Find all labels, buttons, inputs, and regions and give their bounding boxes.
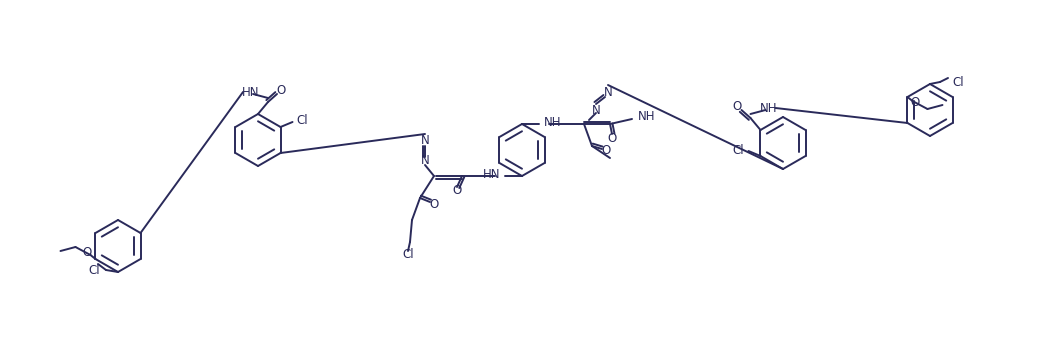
- Text: Cl: Cl: [296, 115, 308, 127]
- Text: HN: HN: [482, 168, 500, 180]
- Text: O: O: [277, 83, 286, 97]
- Text: Cl: Cl: [88, 263, 100, 276]
- Text: N: N: [592, 103, 600, 116]
- Text: N: N: [421, 134, 429, 146]
- Text: O: O: [429, 198, 438, 211]
- Text: N: N: [603, 86, 613, 98]
- Text: O: O: [452, 184, 461, 197]
- Text: Cl: Cl: [402, 247, 413, 261]
- Text: O: O: [608, 131, 617, 145]
- Text: O: O: [82, 247, 92, 260]
- Text: NH: NH: [638, 110, 656, 122]
- Text: N: N: [421, 155, 429, 168]
- Text: O: O: [601, 144, 611, 156]
- Text: O: O: [910, 97, 920, 110]
- Text: HN: HN: [241, 86, 259, 98]
- Text: NH: NH: [759, 102, 777, 115]
- Text: NH: NH: [544, 116, 562, 129]
- Text: Cl: Cl: [733, 144, 744, 156]
- Text: Cl: Cl: [952, 76, 964, 88]
- Text: O: O: [733, 100, 742, 112]
